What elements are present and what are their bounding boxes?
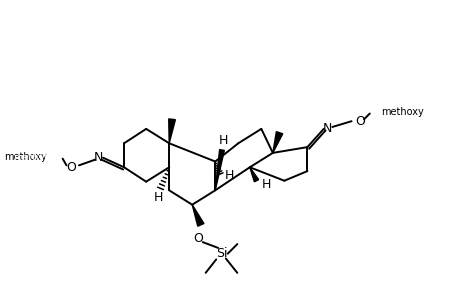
Polygon shape xyxy=(215,150,224,190)
Text: methoxy: methoxy xyxy=(5,152,47,162)
Text: H: H xyxy=(219,134,228,147)
Text: H: H xyxy=(154,191,163,205)
Text: methoxy: methoxy xyxy=(381,106,423,117)
Text: O: O xyxy=(354,115,364,128)
Polygon shape xyxy=(192,205,203,226)
Text: methyl: methyl xyxy=(13,153,47,163)
Text: N: N xyxy=(322,122,331,135)
Text: Si: Si xyxy=(216,247,227,260)
Polygon shape xyxy=(272,132,282,153)
Text: H: H xyxy=(261,178,270,191)
Text: methyl: methyl xyxy=(0,299,1,300)
Text: H: H xyxy=(224,169,234,182)
Text: O: O xyxy=(66,161,76,174)
Text: N: N xyxy=(93,151,103,164)
Polygon shape xyxy=(249,167,258,182)
Polygon shape xyxy=(168,119,175,143)
Text: O: O xyxy=(193,232,202,245)
